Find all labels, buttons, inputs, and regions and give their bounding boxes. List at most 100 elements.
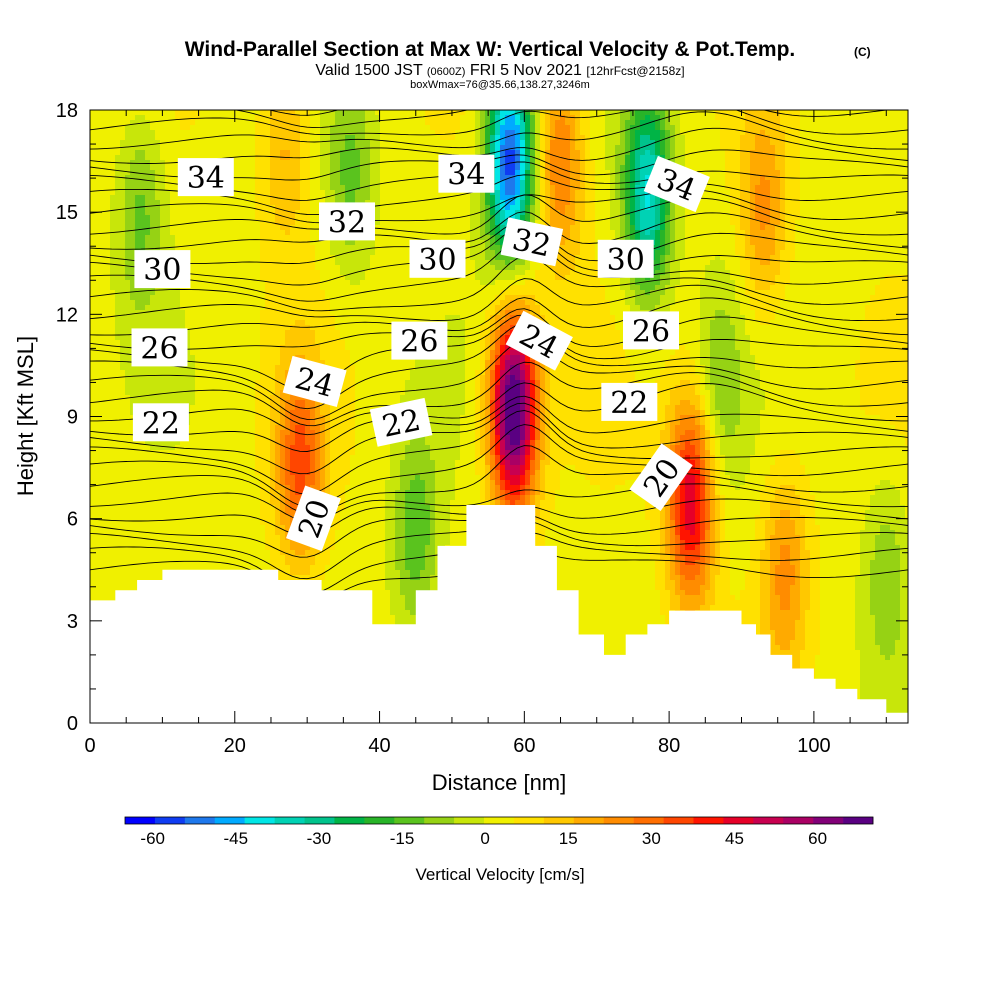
field-cell [775, 235, 781, 241]
field-cell [770, 145, 776, 151]
field-cell [280, 230, 286, 236]
field-cell [690, 125, 696, 131]
field-cell [610, 220, 616, 226]
field-cell [765, 120, 771, 126]
field-cell [425, 155, 431, 161]
field-cell [770, 125, 776, 131]
field-cell [895, 245, 901, 251]
field-cell [155, 240, 161, 246]
field-cell [825, 130, 831, 136]
field-cell [415, 130, 421, 136]
field-cell [110, 215, 116, 221]
field-cell [180, 120, 186, 126]
field-cell [850, 120, 856, 126]
field-cell [410, 170, 416, 176]
field-cell [450, 195, 456, 201]
field-cell [535, 155, 541, 161]
field-cell [895, 150, 901, 156]
field-cell [635, 130, 641, 136]
field-cell [760, 225, 766, 231]
field-cell [305, 220, 311, 226]
field-cell [220, 135, 226, 141]
field-cell [340, 125, 346, 131]
field-cell [525, 200, 531, 206]
field-cell [685, 155, 691, 161]
field-cell [845, 170, 851, 176]
field-cell [500, 165, 506, 171]
field-cell [110, 110, 116, 116]
field-cell [760, 170, 766, 176]
field-cell [490, 245, 496, 251]
field-cell [305, 230, 311, 236]
field-cell [190, 150, 196, 156]
field-cell [210, 230, 216, 236]
field-cell [200, 240, 206, 246]
field-cell [645, 215, 651, 221]
field-cell [840, 240, 846, 246]
field-cell [895, 220, 901, 226]
field-cell [260, 190, 266, 196]
field-cell [690, 140, 696, 146]
field-cell [495, 125, 501, 131]
field-cell [285, 175, 291, 181]
field-cell [165, 125, 171, 131]
field-cell [745, 195, 751, 201]
field-cell [685, 255, 691, 261]
field-cell [800, 120, 806, 126]
field-cell [280, 245, 286, 251]
field-cell [175, 225, 181, 231]
field-cell [840, 205, 846, 211]
field-cell [655, 195, 661, 201]
field-cell [895, 230, 901, 236]
field-cell [720, 200, 726, 206]
field-cell [450, 230, 456, 236]
field-cell [645, 225, 651, 231]
field-cell [310, 155, 316, 161]
field-cell [555, 190, 561, 196]
field-cell [495, 185, 501, 191]
field-cell [420, 125, 426, 131]
field-cell [395, 245, 401, 251]
field-cell [775, 115, 781, 121]
field-cell [275, 235, 281, 241]
field-cell [730, 115, 736, 121]
field-cell [375, 190, 381, 196]
field-cell [280, 135, 286, 141]
field-cell [780, 230, 786, 236]
field-cell [165, 225, 171, 231]
field-cell [450, 210, 456, 216]
field-cell [265, 145, 271, 151]
field-cell [805, 190, 811, 196]
field-cell [190, 250, 196, 256]
field-cell [450, 120, 456, 126]
field-cell [600, 220, 606, 226]
field-cell [285, 150, 291, 156]
field-cell [560, 170, 566, 176]
field-cell [565, 135, 571, 141]
field-cell [735, 150, 741, 156]
field-cell [385, 135, 391, 141]
field-cell [425, 120, 431, 126]
field-cell [295, 130, 301, 136]
field-cell [155, 130, 161, 136]
field-cell [530, 135, 536, 141]
field-cell [725, 135, 731, 141]
field-cell [115, 170, 121, 176]
field-cell [250, 180, 256, 186]
field-cell [280, 250, 286, 256]
field-cell [235, 210, 241, 216]
field-cell [775, 165, 781, 171]
field-cell [670, 110, 676, 116]
field-cell [580, 190, 586, 196]
field-cell [855, 120, 861, 126]
field-cell [905, 200, 908, 206]
field-cell [785, 235, 791, 241]
field-cell [90, 145, 96, 151]
field-cell [820, 220, 826, 226]
field-cell [265, 160, 271, 166]
field-cell [735, 240, 741, 246]
field-cell [435, 145, 441, 151]
field-cell [880, 120, 886, 126]
field-cell [225, 110, 231, 116]
field-cell [810, 250, 816, 256]
